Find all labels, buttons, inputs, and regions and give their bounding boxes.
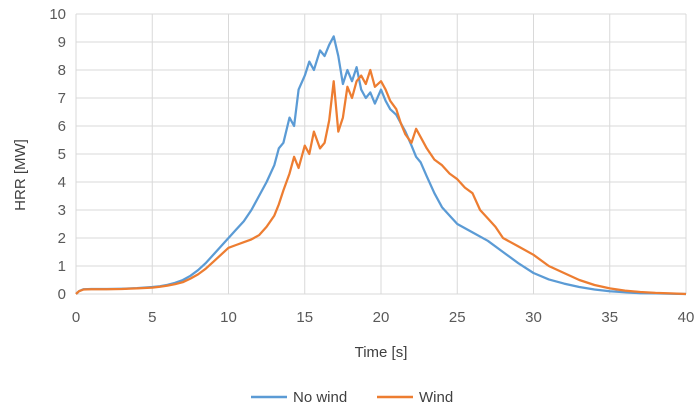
y-tick-label: 8 [58,62,66,79]
y-tick-label: 5 [58,146,66,163]
y-tick-label: 0 [58,286,66,303]
y-tick-label: 2 [58,230,66,247]
x-tick-label: 20 [373,309,390,326]
x-axis-title: Time [s] [355,344,408,361]
legend: No wind Wind [251,389,453,406]
series-line-no-wind [75,35,687,296]
x-tick-label: 15 [296,309,313,326]
y-tick-label: 6 [58,118,66,135]
x-tick-label: 10 [220,309,237,326]
y-tick-label: 9 [58,34,66,51]
legend-label: No wind [293,389,347,406]
y-tick-label: 10 [49,6,66,23]
x-axis-ticks: 0 5 10 15 20 25 30 35 40 [72,309,695,326]
gridlines [75,13,687,295]
y-tick-label: 3 [58,202,66,219]
x-tick-label: 0 [72,309,80,326]
x-tick-label: 5 [148,309,156,326]
series-lines [75,35,687,296]
x-tick-label: 35 [601,309,618,326]
x-tick-label: 30 [525,309,542,326]
x-tick-label: 25 [449,309,466,326]
y-axis-ticks: 0 1 2 3 4 5 6 7 8 9 10 [49,6,66,303]
series-line-wind [75,68,687,296]
y-tick-label: 1 [58,258,66,275]
legend-label: Wind [419,389,453,406]
y-axis-title: HRR [MW] [12,139,29,211]
y-tick-label: 7 [58,90,66,107]
x-tick-label: 40 [678,309,695,326]
y-tick-label: 4 [58,174,66,191]
